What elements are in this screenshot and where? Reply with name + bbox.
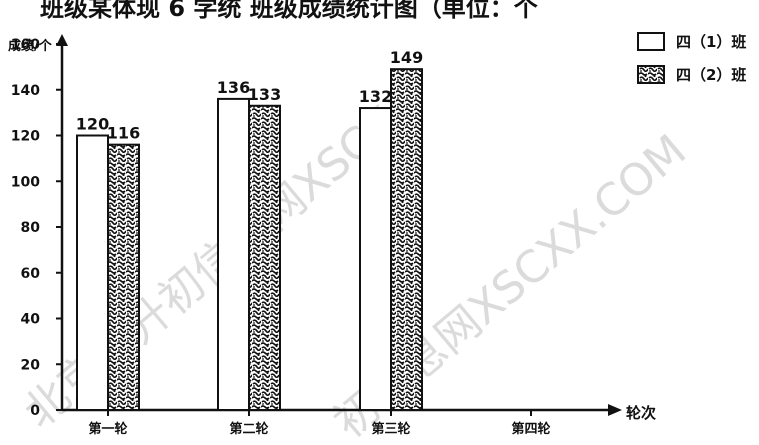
legend-label-class1: 四（1）班	[676, 33, 746, 51]
legend: 四（1）班 四（2）班	[637, 32, 746, 84]
bar-class2	[248, 104, 281, 411]
y-tick-label: 160	[11, 37, 40, 53]
y-tick-label: 60	[21, 266, 41, 282]
x-tick-label: 第二轮	[229, 421, 268, 437]
y-tick-label: 40	[21, 312, 41, 328]
chart-title-fragment: 班级某体现 6 学统 班级成绩统计图（单位：个	[40, 0, 539, 22]
x-tick-label: 第一轮	[88, 421, 127, 437]
y-tick-label: 140	[11, 83, 40, 99]
y-tick-label: 80	[21, 220, 41, 236]
bar-class1	[76, 134, 109, 411]
y-tick-label: 0	[30, 403, 40, 419]
data-label: 149	[390, 48, 423, 67]
data-label: 132	[359, 87, 392, 106]
x-tick-label: 第三轮	[371, 421, 410, 437]
bar-class1	[359, 107, 392, 412]
legend-swatch-class2	[637, 65, 665, 84]
data-label: 136	[217, 78, 250, 97]
legend-swatch-class1	[637, 32, 665, 51]
x-axis-label: 轮次	[626, 404, 656, 422]
data-label: 116	[107, 124, 140, 143]
bar-class2	[390, 68, 423, 411]
bar-class2	[107, 143, 140, 411]
bar-class1	[217, 97, 250, 412]
data-label: 133	[248, 85, 281, 104]
y-tick-label: 120	[11, 129, 40, 145]
y-tick-label: 100	[11, 174, 40, 190]
x-tick-label: 第四轮	[511, 421, 550, 437]
legend-label-class2: 四（2）班	[676, 66, 746, 84]
data-label: 120	[76, 115, 109, 134]
y-axis-label: 成绩/个	[8, 38, 53, 54]
x-axis-arrow	[608, 404, 622, 416]
y-tick-label: 20	[21, 357, 41, 373]
